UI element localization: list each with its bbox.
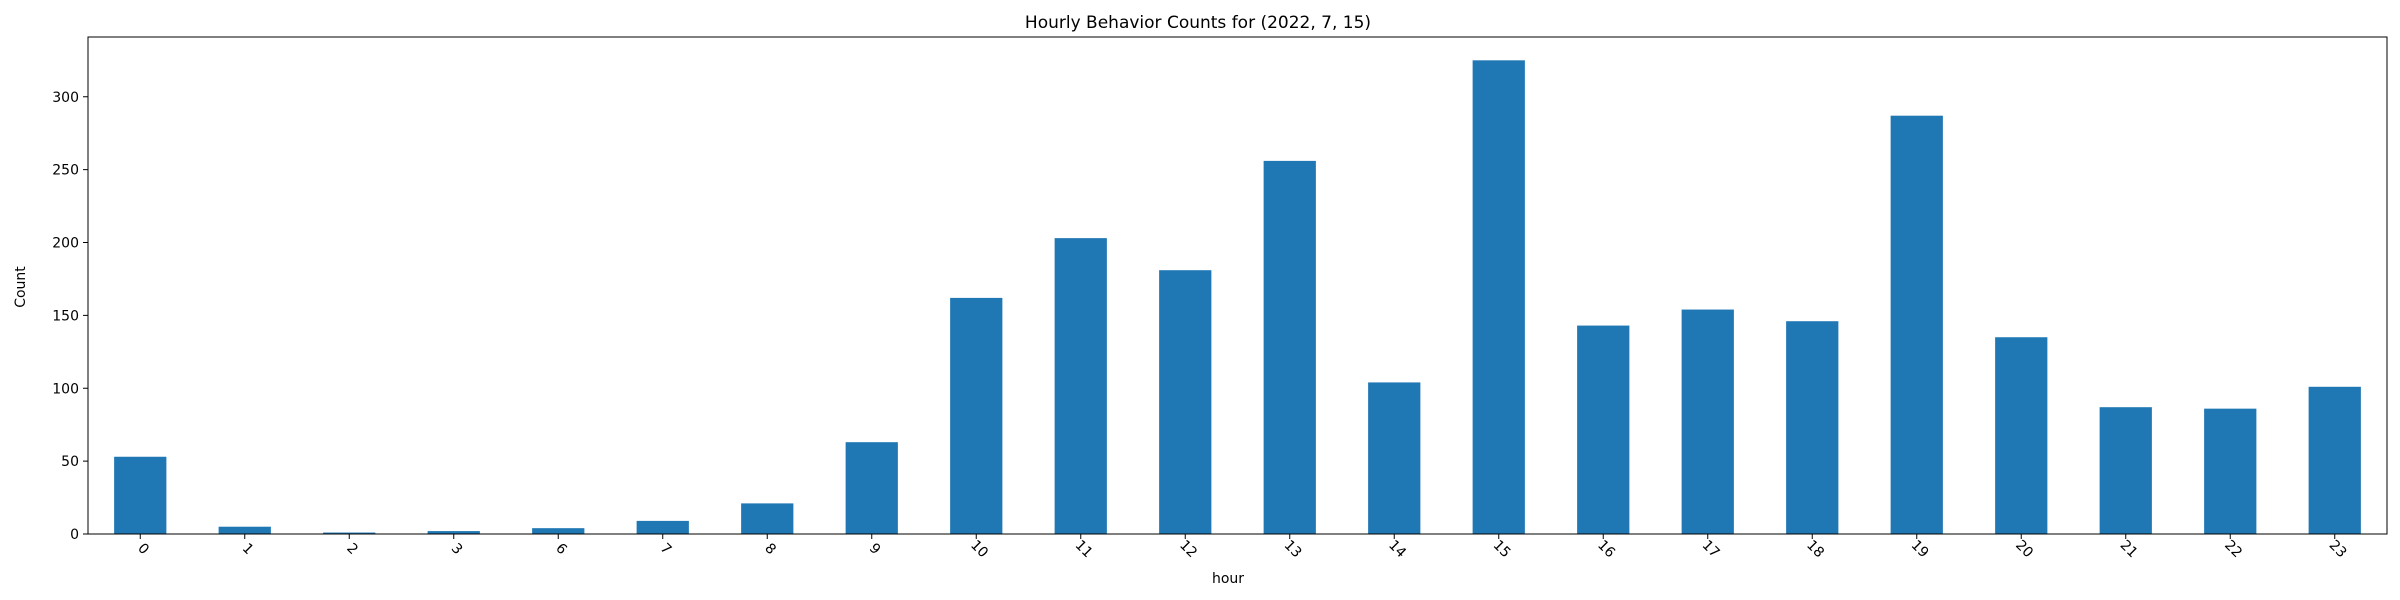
x-tick-label: 7 [657, 540, 675, 558]
x-tick-label: 13 [1281, 537, 1305, 561]
x-tick-label: 19 [1908, 537, 1932, 561]
x-ticks-group: 0 1 2 3 6 7 8 9 10 11 12 13 14 15 16 17 18 19 20 21 22 23 [134, 534, 2350, 561]
x-tick-label: 11 [1072, 537, 1096, 561]
x-tick-label: 17 [1699, 537, 1723, 561]
y-tick-label: 0 [70, 527, 79, 543]
bar-hour-12 [1159, 270, 1212, 534]
bar-hour-6 [532, 528, 585, 534]
bar-hour-0 [114, 456, 167, 534]
bar-hour-1 [218, 526, 271, 534]
x-tick-label: 10 [967, 537, 991, 561]
chart-title: Hourly Behavior Counts for (2022, 7, 15) [1025, 13, 1371, 33]
x-tick-label: 16 [1594, 537, 1618, 561]
x-tick-label: 23 [2326, 537, 2350, 561]
bar-hour-18 [1786, 321, 1839, 534]
y-axis-label: Count [13, 266, 29, 308]
y-tick-label: 100 [52, 381, 79, 397]
bar-hour-23 [2308, 386, 2361, 534]
y-ticks-group: 0 50 100 150 200 250 300 [52, 90, 88, 543]
y-tick-label: 200 [52, 236, 79, 252]
x-tick-label: 15 [1490, 537, 1514, 561]
x-tick-label: 18 [1803, 537, 1827, 561]
bar-hour-3 [427, 531, 480, 534]
x-tick-label: 21 [2117, 537, 2141, 561]
x-tick-label: 1 [239, 540, 257, 558]
x-tick-label: 2 [343, 540, 361, 558]
bar-hour-20 [1995, 337, 2048, 534]
y-tick-label: 300 [52, 90, 79, 106]
bar-hour-19 [1890, 115, 1943, 535]
bar-hour-14 [1368, 382, 1421, 534]
bar-hour-8 [741, 503, 794, 534]
x-tick-label: 20 [2012, 537, 2036, 561]
x-tick-label: 3 [448, 540, 466, 558]
bar-hour-10 [950, 297, 1003, 534]
x-tick-label: 9 [866, 540, 884, 558]
bar-hour-22 [2204, 408, 2257, 534]
bar-hour-13 [1263, 160, 1316, 535]
x-tick-label: 8 [761, 540, 779, 558]
bar-hour-7 [636, 520, 689, 534]
x-tick-label: 22 [2221, 537, 2245, 561]
bar-hour-21 [2099, 407, 2152, 534]
x-tick-label: 6 [552, 540, 570, 558]
bar-hour-17 [1681, 309, 1734, 534]
y-tick-label: 150 [52, 308, 79, 324]
y-tick-label: 50 [61, 454, 79, 470]
x-tick-label: 0 [134, 540, 152, 558]
x-tick-label: 14 [1385, 537, 1409, 561]
y-tick-label: 250 [52, 163, 79, 179]
bar-hour-2 [323, 532, 376, 534]
plot-frame [87, 36, 2388, 535]
bar-hour-16 [1577, 325, 1630, 534]
bars-group [114, 60, 2361, 535]
x-axis-label: hour [1212, 571, 1244, 587]
bar-hour-11 [1054, 238, 1107, 534]
x-tick-label: 12 [1176, 537, 1200, 561]
bar-hour-9 [845, 442, 898, 534]
bar-hour-15 [1472, 60, 1525, 535]
